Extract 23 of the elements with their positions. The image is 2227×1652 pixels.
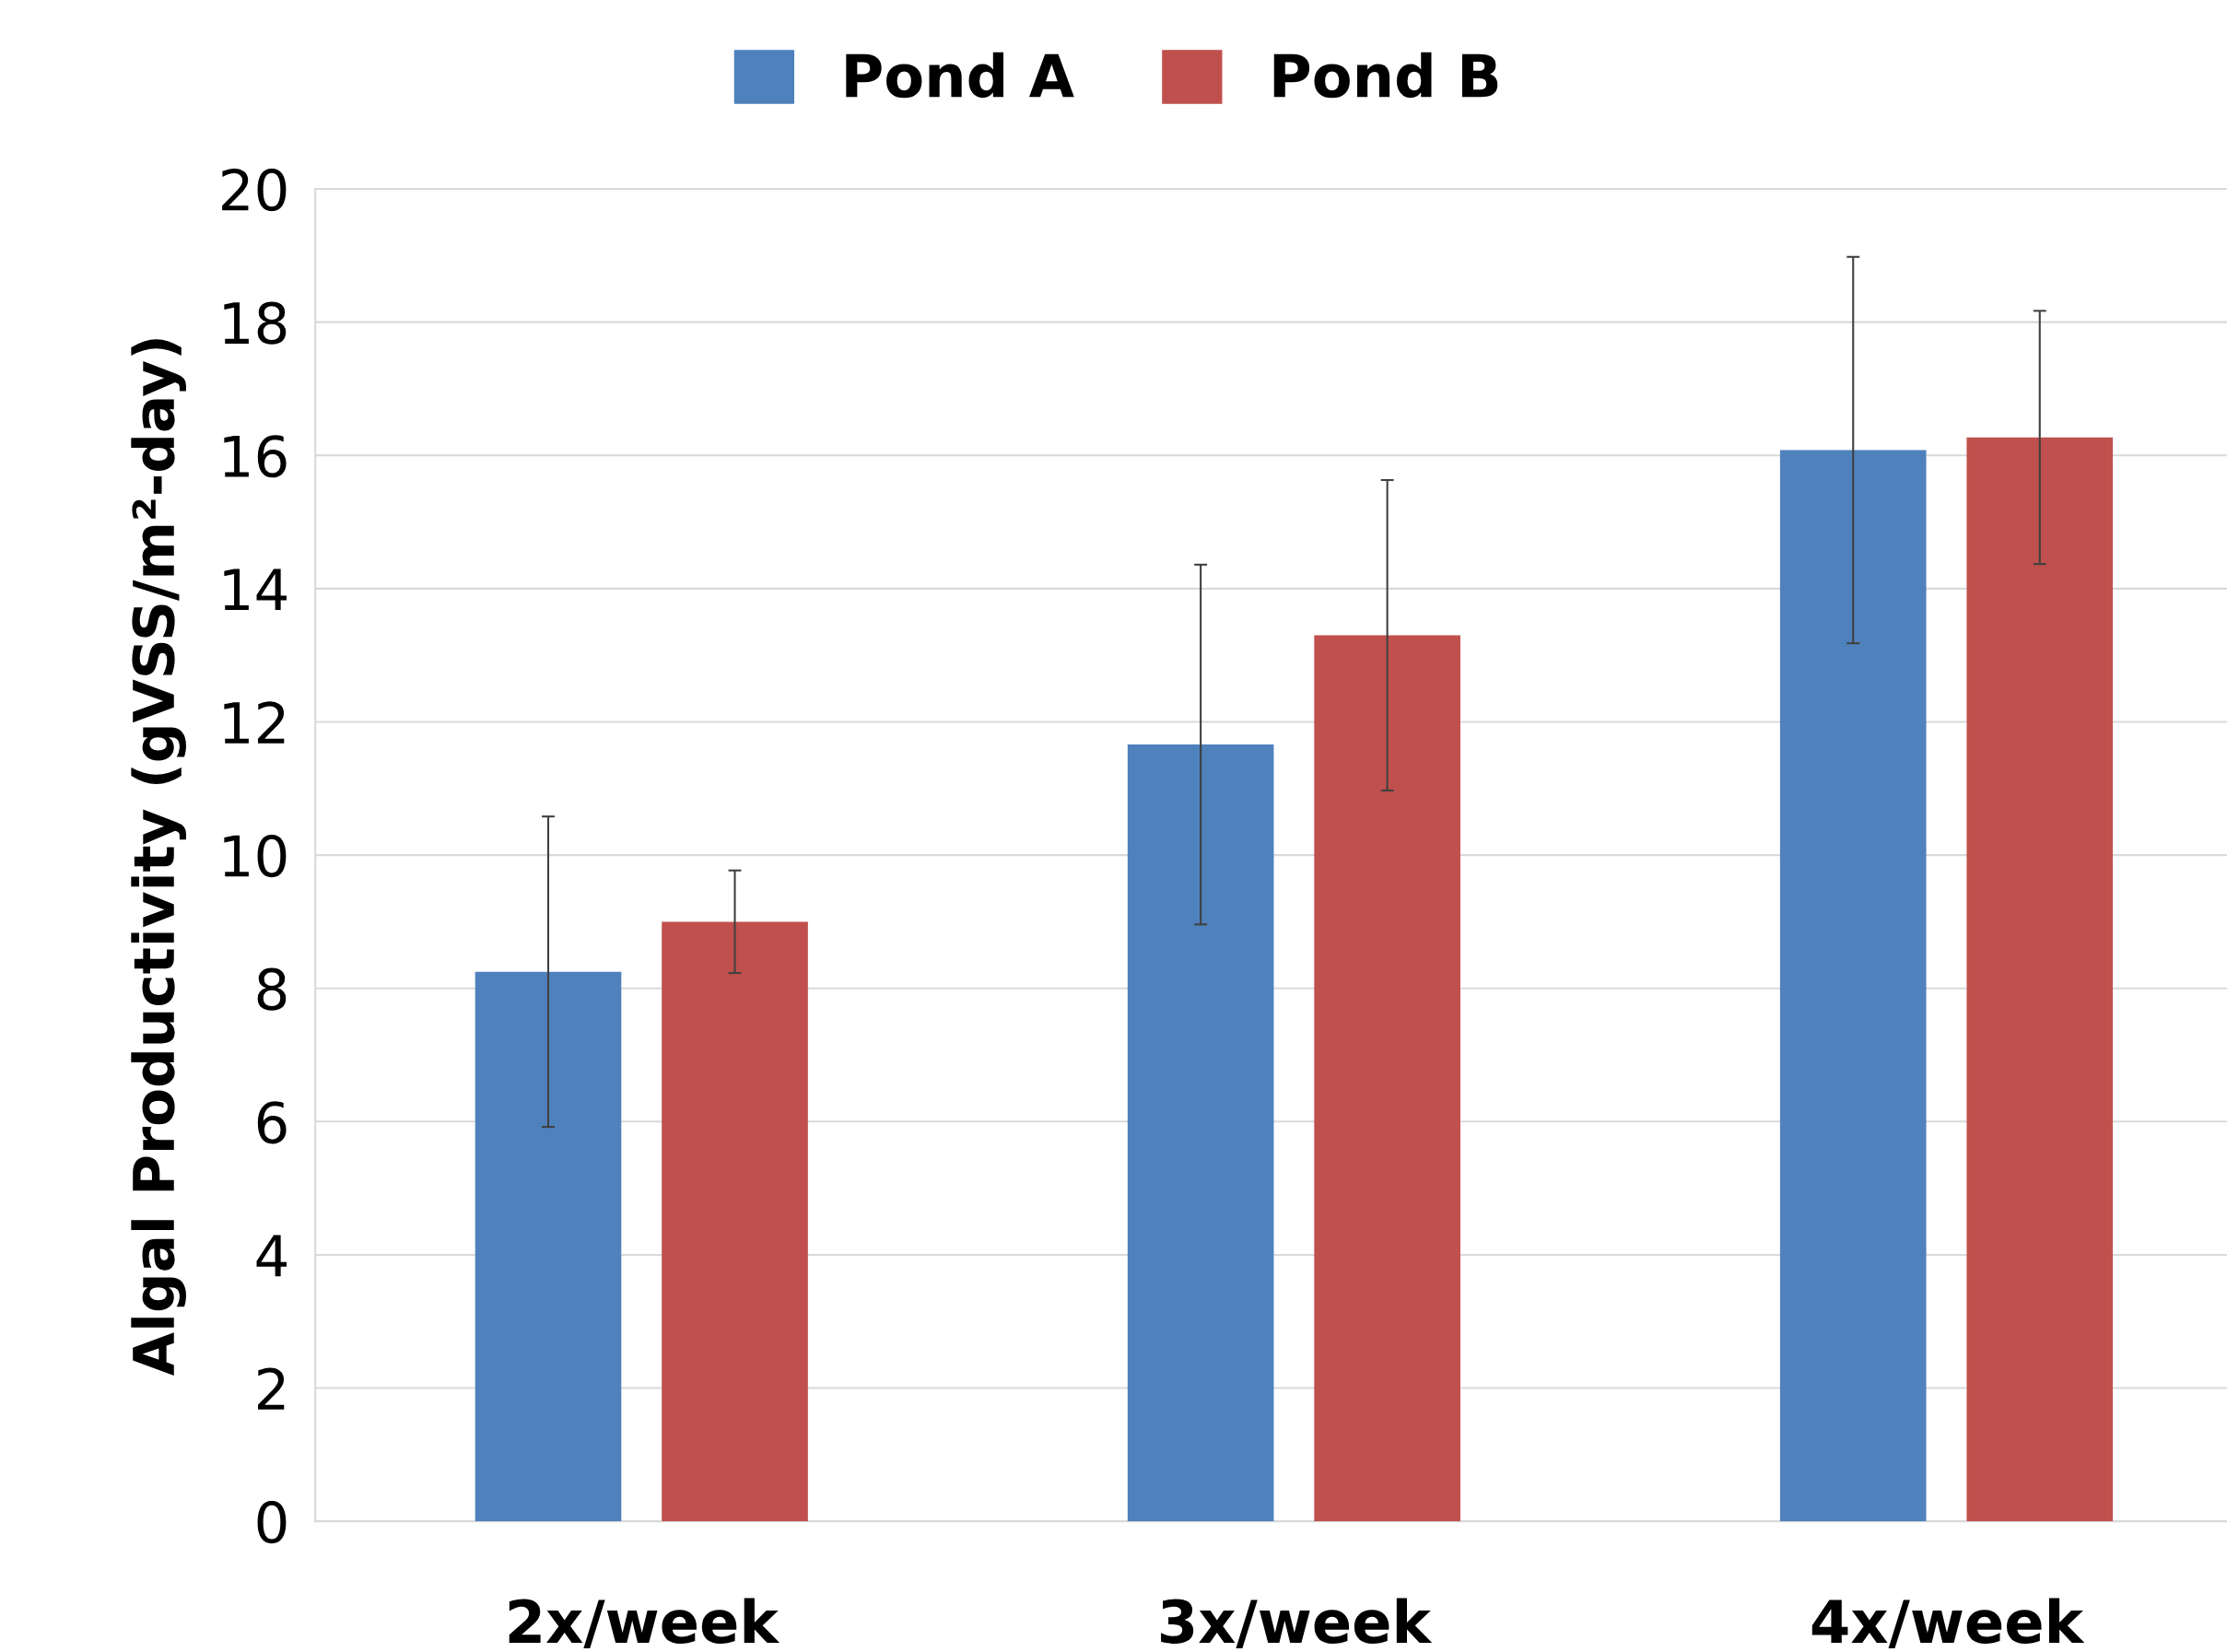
x-tick-label: 4x/week	[1811, 1598, 2085, 1648]
y-tick-label: 0	[257, 1501, 287, 1544]
bar	[1127, 744, 1274, 1522]
x-tick-label: 2x/week	[509, 1598, 780, 1648]
y-tick-label: 8	[257, 967, 287, 1011]
y-tick-label: 12	[224, 701, 285, 744]
x-tick-label: 3x/week	[1161, 1598, 1433, 1648]
y-tick-label: 20	[222, 168, 287, 212]
bar	[1314, 635, 1460, 1522]
bar	[1966, 437, 2114, 1522]
y-tick-label: 16	[224, 435, 287, 478]
bar	[662, 921, 808, 1522]
legend-label: Pond B	[1273, 52, 1498, 99]
y-tick-label: 14	[224, 568, 287, 611]
y-tick-label: 18	[224, 301, 287, 345]
y-tick-label: 10	[224, 834, 287, 878]
y-tick-label: 4	[256, 1235, 287, 1277]
y-tick-label: 6	[257, 1101, 287, 1144]
y-tick-label: 2	[258, 1367, 285, 1410]
y-axis-title: Algal Productivity (gVSS/m²-day)	[131, 339, 186, 1376]
bar	[1779, 450, 1927, 1522]
bar	[475, 971, 622, 1522]
legend-label: Pond A	[846, 52, 1074, 99]
